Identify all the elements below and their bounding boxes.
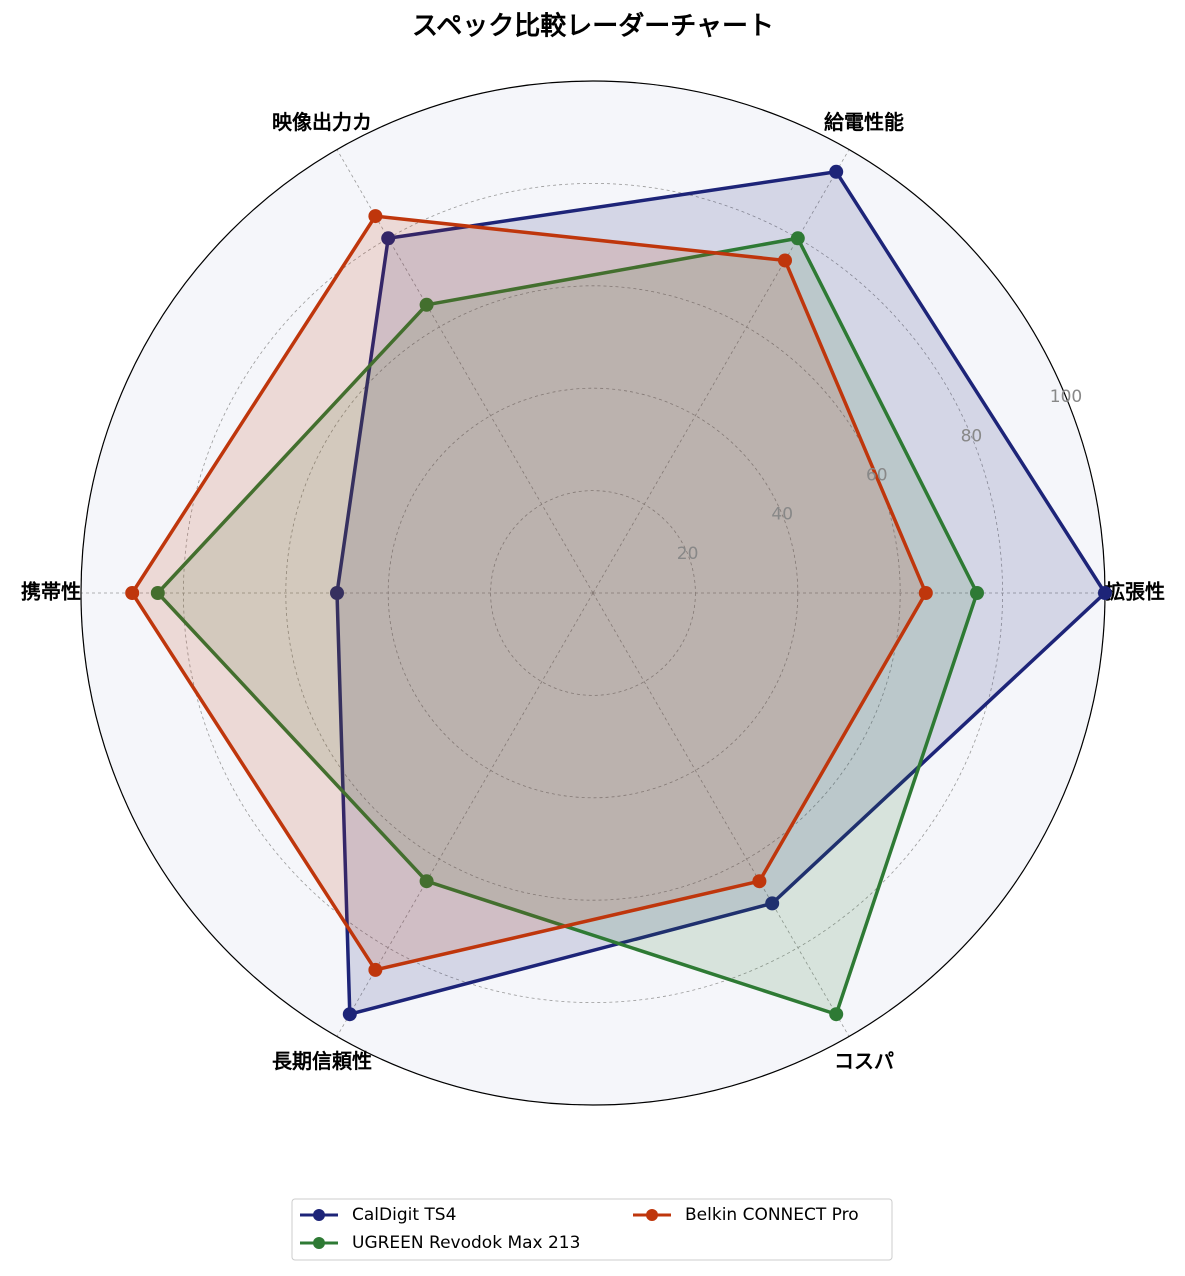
data-point [829,164,844,179]
data-point [829,1007,844,1022]
data-point [790,231,805,246]
data-point [1098,586,1112,600]
r-tick-label: 40 [771,505,793,525]
data-point [381,231,396,246]
legend-box [291,1198,893,1261]
data-point [330,586,344,600]
data-point [970,586,984,600]
data-point [342,1007,357,1022]
data-point [419,297,434,312]
legend-label: Belkin CONNECT Pro [685,1205,859,1225]
legend-label: CalDigit TS4 [352,1205,456,1225]
category-label: 長期信頼性 [272,1049,372,1073]
series-area [132,216,926,970]
data-point [150,586,165,600]
legend: CalDigit TS4 UGREEN Revodok Max 213 Belkin… [291,1198,893,1261]
data-point [125,586,140,600]
axis-spoke [336,149,594,594]
legend-label: UGREEN Revodok Max 213 [352,1233,580,1253]
category-label: 携帯性 [21,580,81,604]
series-area [337,171,1105,1015]
data-point [752,874,767,889]
axis-spoke [592,149,850,594]
r-tick-label: 60 [866,465,888,485]
data-point [918,586,933,600]
legend-marker [646,1209,658,1221]
axis-spoke [336,592,594,1037]
category-label: 給電性能 [824,110,904,134]
data-point [368,962,383,977]
r-tick-label: 100 [1050,387,1082,407]
axis-spoke [592,592,850,1037]
legend-marker [313,1209,325,1221]
r-tick-label: 20 [677,544,699,564]
r-tick-label: 80 [961,426,983,446]
legend-marker [313,1237,325,1249]
chart-title: スペック比較レーダーチャート [412,11,774,42]
data-point [368,209,383,224]
category-label: 拡張性 [1105,580,1165,604]
series-area [157,238,978,1015]
data-point [419,874,434,889]
data-point [778,253,792,268]
category-label: 映像出力カ [272,110,372,134]
data-point [765,896,780,911]
category-label: コスパ [834,1049,894,1073]
